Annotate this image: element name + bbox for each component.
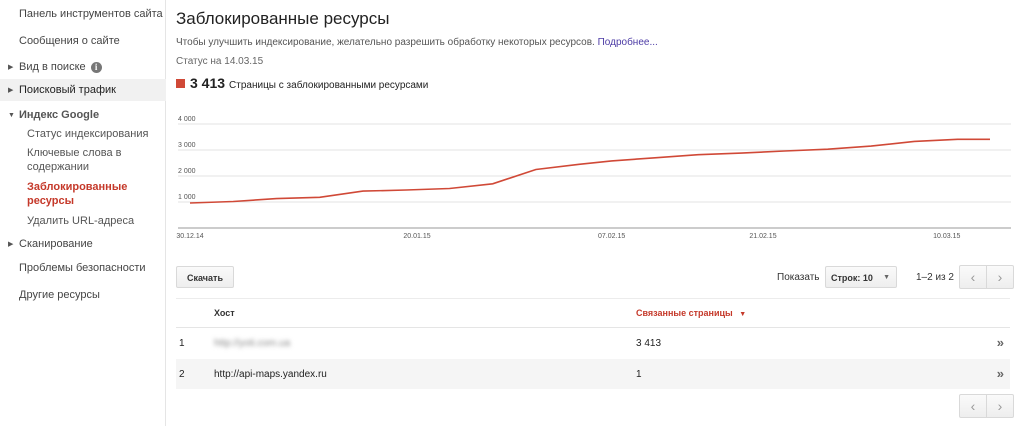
data-point[interactable] [532,166,540,174]
x-tick-label: 10.03.15 [933,233,960,240]
data-point[interactable] [402,186,410,194]
sidebar-item-label: Вид в поиске [19,61,86,73]
y-tick-label: 4 000 [178,116,196,123]
collapse-arrow-icon: ▼ [8,112,15,119]
row-pages: 3 413 [636,338,662,349]
sidebar-item-google-index[interactable]: ▼ Индекс Google [0,108,166,123]
sidebar-item-dashboard[interactable]: Панель инструментов сайта [19,8,163,20]
sidebar-item-crawl[interactable]: ▶ Сканирование [0,237,166,252]
status-date: Статус на 14.03.15 [176,56,264,67]
legend-swatch [176,79,185,88]
data-point[interactable] [489,180,497,188]
sidebar-item-messages[interactable]: Сообщения о сайте [19,35,120,47]
data-point[interactable] [954,135,962,143]
sidebar-item-content-keywords[interactable]: Ключевые слова в содержании [27,147,122,173]
y-tick-label: 2 000 [178,168,196,175]
sidebar-item-search-traffic[interactable]: ▶ Поисковый трафик [0,79,166,101]
y-tick-label: 3 000 [178,142,196,149]
sidebar-item-remove-urls[interactable]: Удалить URL-адреса [27,215,135,227]
sidebar-item-blocked-resources[interactable]: Заблокированные ресурсы [27,181,128,207]
data-point[interactable] [986,135,994,143]
x-tick-label: 30.12.14 [176,233,203,240]
sidebar-item-search-appearance[interactable]: ▶ Вид в поиске i [0,60,166,75]
x-tick-label: 21.02.15 [749,233,776,240]
pagination-range: 1–2 из 2 [916,272,954,283]
chart-legend: 3 413 Страницы с заблокированными ресурса… [176,75,428,91]
x-tick-label: 20.01.15 [403,233,430,240]
main-content: Заблокированные ресурсы Чтобы улучшить и… [166,0,1024,426]
x-tick-label: 07.02.15 [598,233,625,240]
sort-desc-icon: ▼ [739,311,747,318]
prev-page-button-bottom[interactable]: ‹ [959,394,987,418]
row-index: 2 [179,369,185,380]
row-host[interactable]: http://api-maps.yandex.ru [214,369,327,380]
column-header-pages[interactable]: Связанные страницы ▼ [636,308,747,318]
expand-arrow-icon: ▶ [8,241,14,248]
table-row[interactable]: 2 http://api-maps.yandex.ru 1 » [176,359,1010,390]
chevron-left-icon: ‹ [970,269,976,285]
chevron-right-icon: › [997,269,1003,285]
data-point[interactable] [316,193,324,201]
table-row[interactable]: 1 http://yoti.com.ua 3 413 » [176,328,1010,359]
data-point[interactable] [359,187,367,195]
double-chevron-right-icon[interactable]: » [996,366,1004,381]
page-description: Чтобы улучшить индексирование, желательн… [176,37,658,48]
data-point[interactable] [445,184,453,192]
show-label: Показать [777,272,820,283]
table-header: Хост Связанные страницы ▼ [176,298,1010,328]
sidebar-item-other-resources[interactable]: Другие ресурсы [19,289,100,301]
data-point[interactable] [651,154,659,162]
expand-arrow-icon: ▶ [8,87,14,94]
data-point[interactable] [694,151,702,159]
next-page-button[interactable]: › [986,265,1014,289]
data-point[interactable] [737,149,745,157]
data-point[interactable] [186,199,194,207]
sidebar-item-label: Поисковый трафик [19,84,116,96]
data-point[interactable] [608,157,616,165]
download-button[interactable]: Скачать [176,266,234,288]
prev-page-button[interactable]: ‹ [959,265,987,289]
expand-arrow-icon: ▶ [8,64,14,71]
series-line [189,138,990,204]
chevron-down-icon: ▼ [883,274,890,281]
blocked-resources-chart: 1 000 2 000 3 000 4 000 30.12.14 20.01.15 07.0… [176,116,1011,240]
y-tick-label: 1 000 [178,194,196,201]
data-point[interactable] [272,195,280,203]
row-index: 1 [179,338,185,349]
legend-value: 3 413 [190,75,226,91]
sidebar-item-security-issues[interactable]: Проблемы безопасности [19,262,146,274]
legend-label: Страницы с заблокированными ресурсами [229,80,429,91]
chevron-right-icon: › [997,398,1003,414]
data-point[interactable] [575,160,583,168]
data-point[interactable] [910,137,918,145]
column-header-host[interactable]: Хост [214,308,235,318]
sidebar-item-label: Сканирование [19,238,93,250]
sidebar-item-index-status[interactable]: Статус индексирования [27,128,149,140]
row-pages: 1 [636,369,642,380]
learn-more-link[interactable]: Подробнее... [597,37,658,48]
chevron-left-icon: ‹ [970,398,976,414]
sidebar-item-label: Индекс Google [19,109,100,121]
page-title: Заблокированные ресурсы [176,9,390,28]
row-host[interactable]: http://yoti.com.ua [214,338,291,349]
data-point[interactable] [781,147,789,155]
double-chevron-right-icon[interactable]: » [996,335,1004,350]
data-point[interactable] [824,145,832,153]
data-point[interactable] [867,142,875,150]
data-point[interactable] [229,197,237,205]
next-page-button-bottom[interactable]: › [986,394,1014,418]
blocked-resources-table: Хост Связанные страницы ▼ 1 http://yoti.… [176,298,1010,390]
rows-per-page-select[interactable]: Строк: 10 ▼ [825,266,897,288]
info-icon[interactable]: i [90,62,102,73]
sidebar: Панель инструментов сайта Сообщения о са… [0,0,166,426]
